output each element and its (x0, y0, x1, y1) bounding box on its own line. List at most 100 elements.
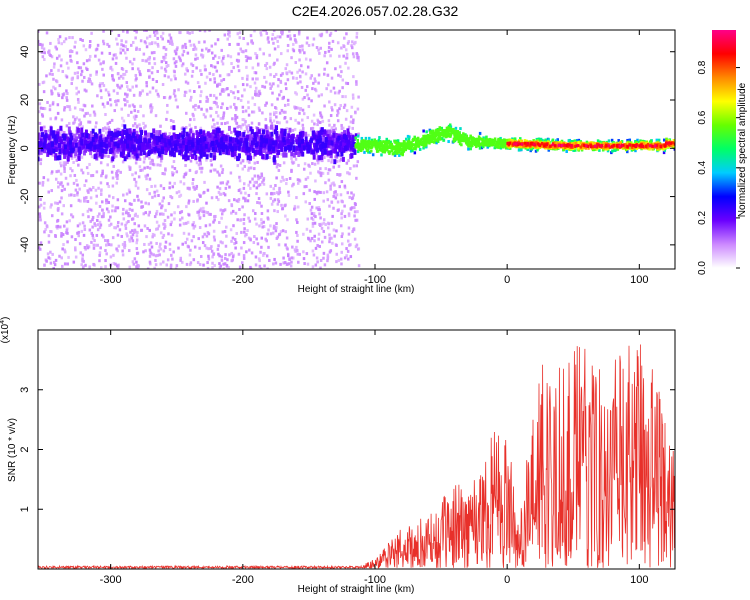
heatmap-cell (225, 263, 229, 267)
heatmap-cell (123, 124, 127, 130)
heatmap-cell (203, 30, 207, 33)
heatmap-cell (301, 44, 304, 48)
heatmap-cell (310, 119, 314, 123)
heatmap-cell (84, 112, 88, 116)
heatmap-cell (92, 262, 95, 266)
heatmap-cell (184, 80, 188, 84)
heatmap-cell (291, 139, 295, 145)
heatmap-cell (272, 226, 276, 230)
heatmap-cell (92, 110, 96, 114)
heatmap-cell (182, 127, 186, 133)
heatmap-cell (290, 156, 293, 160)
heatmap-cell (63, 262, 67, 266)
heatmap-cell (43, 125, 46, 129)
heatmap-cell (363, 150, 366, 154)
heatmap-cell (348, 172, 351, 176)
heatmap-cell (203, 64, 207, 68)
heatmap-cell (296, 70, 299, 74)
heatmap-cell (328, 233, 331, 237)
heatmap-cell (281, 72, 284, 76)
heatmap-cell (151, 195, 154, 199)
heatmap-cell (173, 211, 176, 215)
heatmap-cell (96, 243, 99, 247)
heatmap-cell (187, 133, 191, 139)
heatmap-cell (318, 244, 321, 248)
heatmap-cell (164, 56, 167, 60)
heatmap-cell (223, 229, 227, 233)
heatmap-cell (343, 36, 346, 40)
heatmap-cell (251, 96, 254, 100)
heatmap-cell (419, 141, 423, 145)
heatmap-cell (233, 96, 237, 100)
heatmap-cell (121, 160, 125, 164)
heatmap-cell (385, 137, 389, 141)
heatmap-cell (212, 220, 215, 224)
heatmap-cell (169, 118, 173, 122)
heatmap-cell (223, 193, 227, 197)
heatmap-cell (460, 143, 463, 147)
heatmap-cell (163, 223, 167, 227)
heatmap-cell (187, 245, 190, 249)
heatmap-cell (163, 172, 166, 176)
heatmap-cell (118, 140, 122, 146)
heatmap-cell (194, 57, 197, 61)
heatmap-cell (662, 151, 666, 155)
heatmap-cell (43, 138, 47, 144)
heatmap-cell (247, 100, 250, 104)
heatmap-cell (316, 135, 320, 141)
heatmap-cell (179, 258, 182, 262)
heatmap-cell (87, 79, 90, 83)
heatmap-cell (331, 214, 334, 218)
heatmap-cell (258, 201, 262, 205)
heatmap-cell (115, 181, 118, 185)
heatmap-cell (206, 188, 210, 192)
heatmap-cell (206, 99, 210, 103)
heatmap-cell (328, 129, 332, 135)
heatmap-cell (149, 104, 152, 108)
heatmap-cell (80, 127, 84, 133)
heatmap-cell (174, 98, 178, 102)
heatmap-cell (128, 207, 132, 211)
heatmap-cell (177, 134, 181, 140)
heatmap-cell (153, 138, 157, 144)
heatmap-cell (84, 199, 87, 203)
heatmap-cell (221, 171, 224, 175)
heatmap-cell (67, 66, 70, 70)
heatmap-cell (241, 205, 244, 209)
heatmap-cell (148, 156, 151, 160)
heatmap-cell (626, 138, 629, 142)
heatmap-cell (387, 150, 390, 154)
heatmap-cell (105, 201, 108, 205)
heatmap-cell (260, 212, 264, 216)
heatmap-cell (115, 103, 118, 107)
heatmap-cell (185, 139, 189, 145)
heatmap-cell (320, 34, 323, 38)
heatmap-cell (186, 69, 189, 73)
heatmap-cell (254, 255, 258, 259)
heatmap-cell (230, 251, 233, 255)
heatmap-cell (192, 43, 196, 47)
heatmap-cell (131, 67, 134, 71)
heatmap-cell (336, 119, 340, 123)
heatmap-cell (188, 186, 191, 190)
heatmap-cell (242, 36, 245, 40)
heatmap-cell (69, 167, 72, 171)
heatmap-cell (211, 146, 215, 152)
heatmap-cell (275, 236, 279, 240)
heatmap-cell (352, 147, 356, 153)
heatmap-cell (127, 88, 130, 92)
heatmap-cell (83, 104, 87, 108)
heatmap-cell (300, 64, 303, 68)
heatmap-cell (251, 177, 254, 181)
heatmap-cell (53, 130, 57, 136)
heatmap-cell (276, 58, 279, 62)
heatmap-cell (127, 136, 131, 142)
heatmap-cell (218, 254, 221, 258)
heatmap-cell (155, 209, 159, 213)
heatmap-cell (65, 98, 69, 102)
heatmap-cell (216, 114, 220, 118)
heatmap-cell (342, 45, 346, 49)
heatmap-cell (191, 223, 194, 227)
heatmap-cell (118, 131, 122, 137)
heatmap-cell (287, 103, 290, 107)
